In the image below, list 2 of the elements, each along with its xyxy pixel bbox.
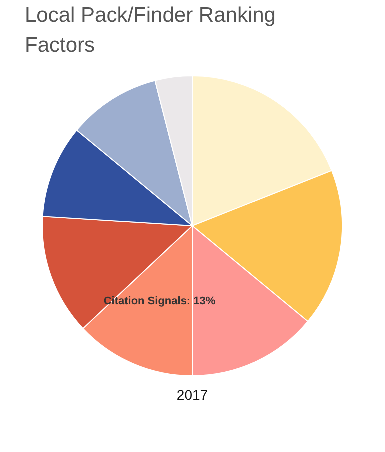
text: 2017 — [176, 387, 208, 403]
chart-title: Local Pack/Finder Ranking Factors — [25, 4, 276, 57]
